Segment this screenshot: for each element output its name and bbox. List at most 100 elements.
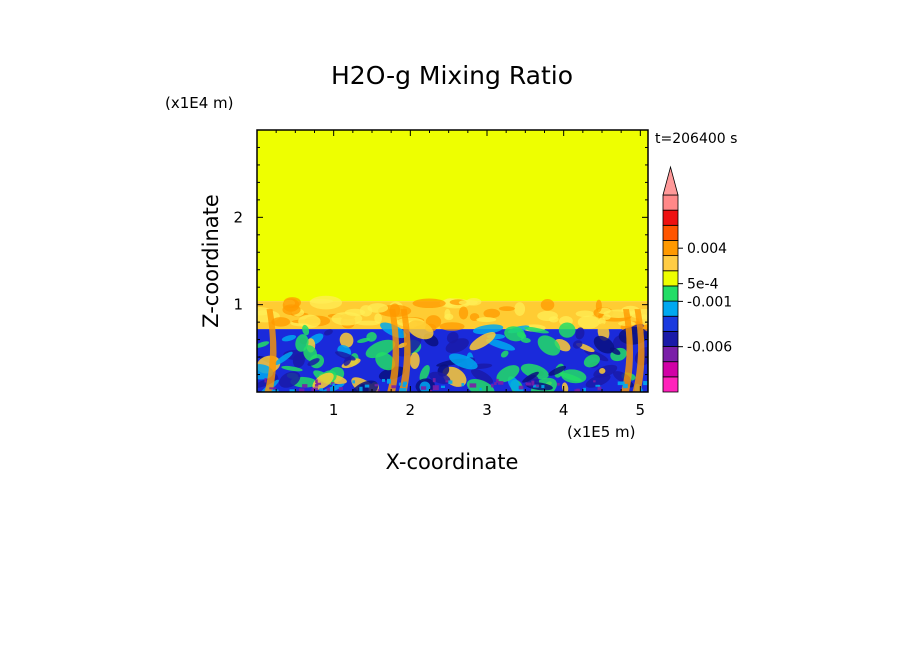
transition-eddy xyxy=(595,299,602,313)
y-axis-label: Z-coordinate xyxy=(199,194,223,328)
transition-eddy xyxy=(412,298,446,309)
surface-speck xyxy=(352,380,356,384)
colorbar-extend-arrow xyxy=(662,165,679,196)
surface-speck xyxy=(269,387,276,390)
surface-speck xyxy=(429,389,433,392)
x-tick-label: 3 xyxy=(482,401,492,419)
eddy-overlay xyxy=(257,295,648,392)
surface-speck xyxy=(479,387,482,391)
surface-speck xyxy=(313,387,318,390)
boundary-eddy xyxy=(583,354,600,368)
transition-eddy xyxy=(498,306,515,312)
colorbar-segment xyxy=(662,376,679,393)
transition-eddy xyxy=(476,317,497,323)
surface-speck xyxy=(535,384,540,387)
surface-speck xyxy=(264,378,267,383)
colorbar-label: 0.004 xyxy=(687,241,727,257)
y-scale-label: (x1E4 m) xyxy=(165,94,234,112)
surface-speck xyxy=(338,387,343,390)
y-tick-label: 2 xyxy=(233,208,243,226)
surface-speck xyxy=(359,386,363,392)
x-axis: 1 2 3 4 5 xyxy=(275,130,645,419)
boundary-eddy xyxy=(446,331,459,344)
boundary-eddy xyxy=(558,322,576,338)
colorbar-label: -0.001 xyxy=(687,294,732,310)
surface-speck xyxy=(382,379,385,382)
transition-eddy xyxy=(298,314,321,329)
surface-speck xyxy=(448,380,453,384)
surface-speck xyxy=(387,378,391,384)
surface-speck xyxy=(574,389,580,392)
boundary-eddy xyxy=(496,365,520,383)
colorbar-segment xyxy=(662,346,679,363)
transition-eddy xyxy=(444,308,451,320)
boundary-eddy xyxy=(324,329,333,336)
x-scale-label: (x1E5 m) xyxy=(567,423,636,441)
surface-speck xyxy=(643,381,648,386)
transition-eddy xyxy=(598,317,606,326)
transition-eddy xyxy=(483,308,501,319)
surface-speck xyxy=(364,384,370,388)
boundary-eddy xyxy=(279,371,301,388)
boundary-eddy xyxy=(471,368,493,384)
surface-speck xyxy=(495,378,499,383)
boundary-eddy xyxy=(472,324,504,335)
surface-speck xyxy=(557,382,560,386)
boundary-eddy xyxy=(302,324,310,336)
colorbar-segment xyxy=(662,270,679,287)
plot-frame xyxy=(256,129,649,393)
layer-upper xyxy=(257,130,648,302)
surface-speck xyxy=(271,389,279,392)
plume xyxy=(621,309,633,392)
boundary-eddy xyxy=(343,356,352,366)
boundary-eddy xyxy=(575,327,585,340)
transition-eddy xyxy=(282,304,301,316)
transition-eddy xyxy=(271,317,291,327)
boundary-eddy xyxy=(522,371,539,383)
boundary-eddy xyxy=(593,335,615,354)
colorbar: 0.004 5e-4-0.001 -0.006 xyxy=(662,165,732,393)
boundary-eddy xyxy=(281,334,297,342)
boundary-eddy xyxy=(504,326,526,342)
boundary-eddy xyxy=(500,350,509,358)
boundary-eddy xyxy=(419,365,430,382)
boundary-eddy xyxy=(548,365,567,376)
boundary-eddy xyxy=(409,352,420,370)
boundary-eddy xyxy=(449,353,478,370)
colorbar-label: 5e-4 xyxy=(687,277,719,293)
surface-speck xyxy=(525,382,531,386)
surface-speck xyxy=(597,386,602,391)
boundary-eddy xyxy=(274,351,293,365)
transition-eddy xyxy=(458,306,469,320)
boundary-eddy xyxy=(303,345,318,362)
plume xyxy=(264,309,277,392)
surface-speck xyxy=(319,388,324,391)
surface-speck xyxy=(314,384,319,387)
transition-eddy xyxy=(458,299,478,306)
surface-speck xyxy=(498,381,504,385)
colorbar-segment xyxy=(662,255,679,272)
time-label: t=206400 s xyxy=(655,131,737,147)
boundary-eddy xyxy=(257,364,274,380)
surface-speck xyxy=(402,383,406,388)
boundary-eddy xyxy=(599,368,606,374)
surface-speck xyxy=(531,380,535,386)
y-tick-label: 1 xyxy=(233,296,243,314)
transition-eddy xyxy=(374,313,383,324)
transition-eddy xyxy=(331,311,363,326)
boundary-eddy xyxy=(365,339,396,359)
x-tick-label: 1 xyxy=(329,401,339,419)
boundary-eddy xyxy=(524,326,549,334)
colorbar-segment xyxy=(662,209,679,226)
surface-speck xyxy=(583,387,586,392)
boundary-eddy xyxy=(316,383,345,392)
surface-speck xyxy=(377,389,380,392)
colorbar-segment xyxy=(662,315,679,332)
colorbar-segment xyxy=(662,194,679,211)
surface-speck xyxy=(617,381,625,386)
colorbar-segment xyxy=(662,285,679,302)
surface-speck xyxy=(420,386,427,390)
x-tick-label: 2 xyxy=(406,401,416,419)
colorbar-segment xyxy=(662,224,679,241)
boundary-eddy xyxy=(559,372,582,382)
